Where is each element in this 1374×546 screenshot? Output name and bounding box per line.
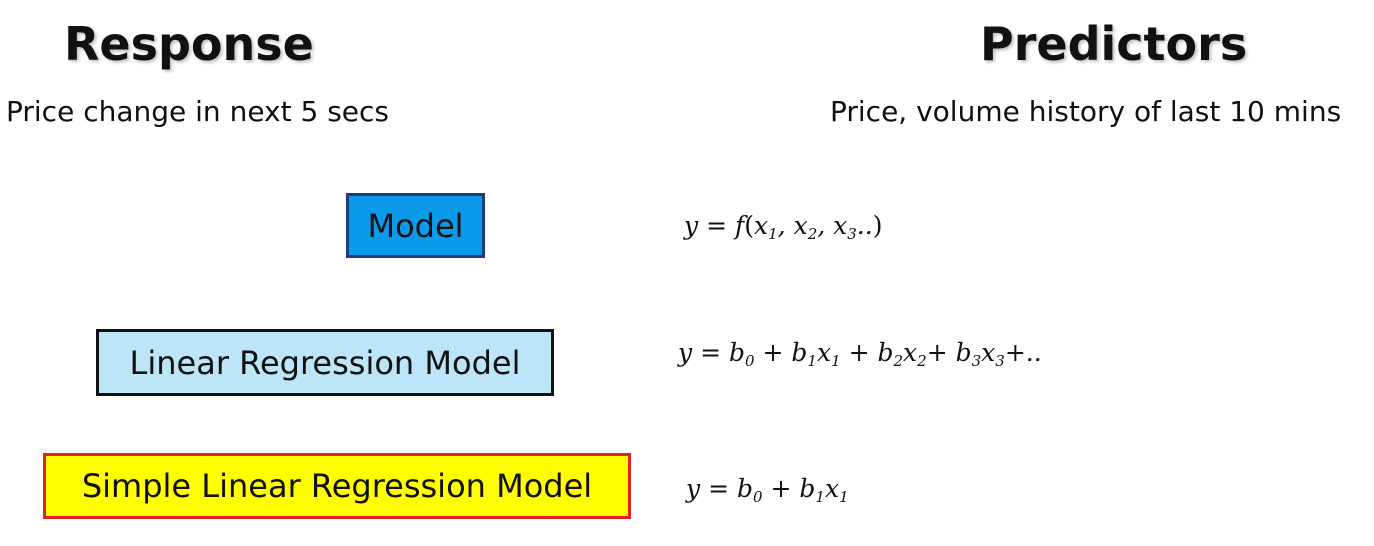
predictors-heading: Predictors — [980, 17, 1248, 71]
linear-regression-model-box: Linear Regression Model — [96, 329, 554, 396]
response-description: Price change in next 5 secs — [6, 95, 390, 128]
response-heading: Response — [64, 17, 314, 71]
model-equation: y = f(x1, x2, x3..) — [684, 211, 883, 243]
predictors-description: Price, volume history of last 10 mins — [830, 95, 1342, 128]
simple-linear-regression-equation: y = b0 + b1x1 — [686, 474, 849, 506]
model-box: Model — [346, 193, 485, 258]
simple-linear-regression-model-box: Simple Linear Regression Model — [43, 453, 631, 519]
linear-regression-equation: y = b0 + b1x1 + b2x2+ b3x3+.. — [678, 338, 1042, 370]
